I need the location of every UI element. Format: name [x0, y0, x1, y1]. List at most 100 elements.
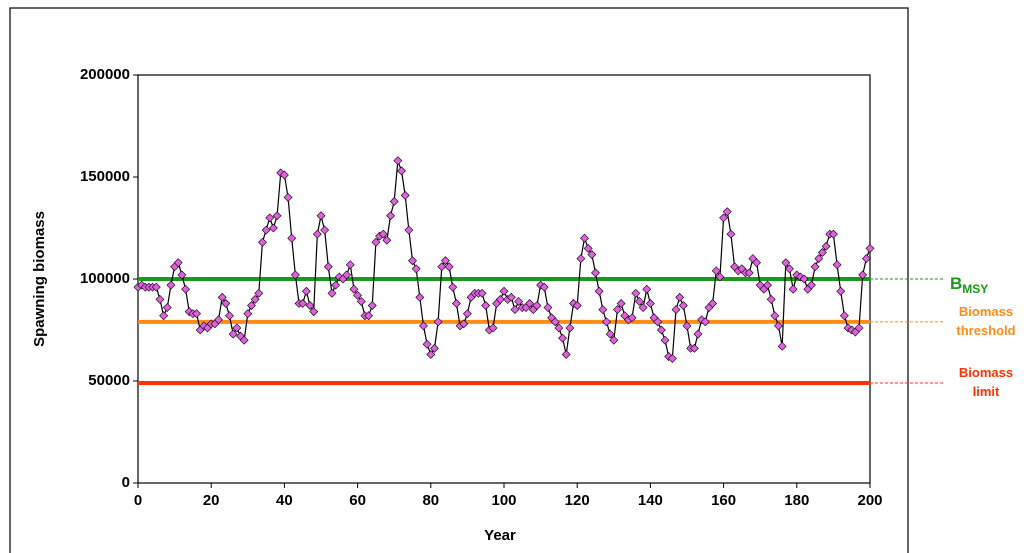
data-point — [316, 211, 326, 221]
reference-label-sub: MSY — [962, 282, 988, 296]
data-point — [345, 260, 355, 270]
data-point — [342, 270, 352, 280]
data-point — [631, 288, 641, 298]
data-point — [854, 323, 864, 333]
data-point — [616, 299, 626, 308]
data-point — [404, 225, 414, 235]
data-point — [660, 335, 670, 345]
data-point — [400, 190, 410, 200]
data-point — [225, 311, 234, 321]
data-point — [451, 299, 461, 308]
data-point — [268, 223, 278, 233]
data-point — [353, 290, 363, 300]
data-point — [693, 329, 703, 339]
data-point — [305, 301, 315, 310]
data-point — [565, 323, 575, 333]
data-point — [217, 292, 227, 302]
data-point — [506, 292, 516, 302]
data-point — [602, 317, 611, 327]
data-point — [312, 229, 322, 239]
data-point — [583, 243, 593, 253]
data-point — [437, 262, 447, 272]
data-point — [675, 292, 685, 302]
x-tick-label: 20 — [203, 492, 220, 509]
data-point — [477, 288, 487, 298]
data-point — [462, 309, 472, 319]
data-point — [301, 286, 311, 296]
data-point — [587, 250, 597, 259]
y-tick-label: 0 — [122, 474, 130, 491]
data-point — [785, 264, 794, 274]
data-point — [807, 280, 816, 290]
data-point — [550, 317, 560, 327]
data-point — [561, 350, 571, 359]
data-point — [258, 237, 267, 247]
data-point — [525, 299, 535, 308]
data-point — [700, 317, 710, 327]
data-point — [865, 243, 875, 253]
data-point — [572, 301, 582, 310]
x-tick-label: 100 — [491, 492, 516, 509]
data-point — [309, 307, 319, 317]
data-point — [287, 233, 297, 243]
data-point — [499, 286, 509, 296]
data-point — [580, 233, 589, 243]
data-point — [155, 294, 165, 304]
x-axis-title: Year — [484, 527, 516, 544]
data-point — [605, 329, 615, 339]
data-point — [514, 297, 524, 306]
y-tick-label: 100000 — [80, 270, 130, 287]
data-point — [814, 254, 824, 264]
data-point — [214, 315, 223, 325]
data-point — [613, 305, 622, 315]
data-point — [279, 170, 289, 180]
data-point — [408, 256, 417, 266]
reference-label-line: threshold — [956, 323, 1015, 338]
data-point — [543, 303, 553, 312]
data-point — [817, 248, 827, 257]
data-point — [642, 284, 652, 294]
x-tick-label: 40 — [276, 492, 293, 509]
reference-label-line: limit — [973, 384, 1000, 399]
x-tick-label: 160 — [711, 492, 736, 509]
data-point — [488, 323, 498, 333]
data-point — [356, 297, 366, 306]
data-point — [261, 225, 271, 235]
data-point — [481, 301, 491, 310]
data-point — [777, 341, 787, 351]
data-point — [821, 241, 831, 251]
data-point — [554, 323, 564, 333]
data-point — [221, 299, 231, 308]
data-point — [298, 299, 308, 308]
y-tick-label: 50000 — [88, 372, 130, 389]
data-point — [708, 299, 718, 308]
reference-label-line: B — [950, 274, 962, 293]
y-tick-label: 200000 — [80, 66, 130, 83]
data-point — [836, 286, 846, 296]
data-point — [232, 323, 242, 333]
data-point — [678, 301, 688, 310]
data-point — [430, 343, 439, 353]
data-point — [367, 301, 377, 310]
data-point — [828, 229, 838, 239]
data-point — [539, 282, 549, 292]
data-point — [645, 299, 655, 308]
data-point — [254, 288, 264, 298]
data-point — [433, 317, 443, 327]
data-point — [591, 268, 600, 278]
data-point — [265, 213, 275, 223]
data-point — [382, 235, 392, 245]
data-point — [162, 303, 172, 312]
data-point — [638, 303, 648, 312]
data-point — [634, 297, 644, 306]
data-point — [419, 321, 428, 331]
data-point — [839, 311, 849, 321]
x-tick-label: 200 — [857, 492, 882, 509]
data-point — [151, 282, 161, 292]
data-point — [283, 192, 293, 202]
data-point — [378, 229, 388, 239]
data-point — [788, 284, 798, 294]
data-point — [719, 213, 729, 223]
data-point — [770, 311, 780, 321]
data-point — [272, 211, 282, 221]
